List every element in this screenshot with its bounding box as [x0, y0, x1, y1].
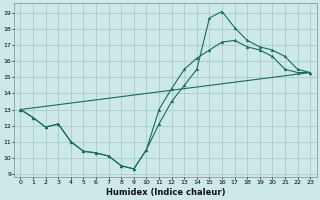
X-axis label: Humidex (Indice chaleur): Humidex (Indice chaleur) — [106, 188, 225, 197]
